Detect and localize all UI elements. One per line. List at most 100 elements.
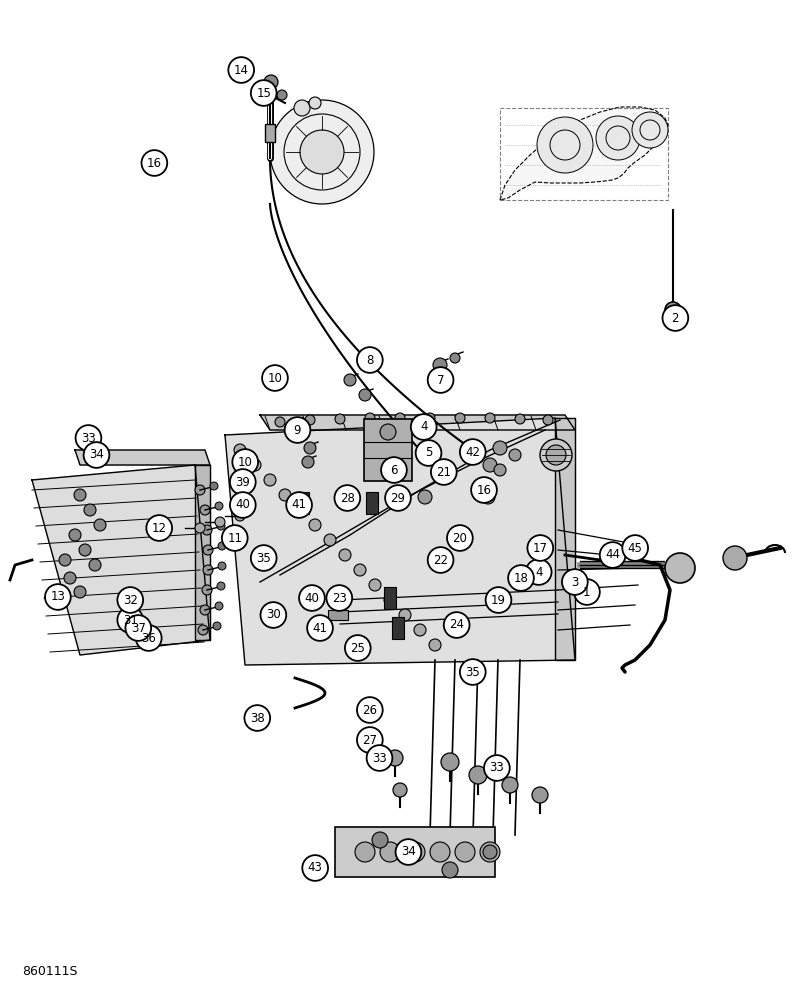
Circle shape xyxy=(213,622,221,630)
Circle shape xyxy=(631,112,667,148)
Circle shape xyxy=(260,602,286,628)
Circle shape xyxy=(302,855,328,881)
Circle shape xyxy=(202,565,213,575)
Circle shape xyxy=(125,615,151,641)
Circle shape xyxy=(622,535,647,561)
Circle shape xyxy=(527,535,552,561)
Circle shape xyxy=(483,845,496,859)
Bar xyxy=(335,827,495,877)
Circle shape xyxy=(200,505,210,515)
Circle shape xyxy=(442,862,458,878)
Text: 30: 30 xyxy=(266,608,280,621)
Circle shape xyxy=(234,511,245,521)
Circle shape xyxy=(222,525,247,551)
Circle shape xyxy=(662,305,687,331)
Circle shape xyxy=(415,440,441,466)
Circle shape xyxy=(418,490,431,504)
Circle shape xyxy=(483,755,509,781)
Circle shape xyxy=(214,602,222,610)
Circle shape xyxy=(664,553,694,583)
Circle shape xyxy=(380,842,400,862)
Circle shape xyxy=(446,525,472,551)
Circle shape xyxy=(277,90,287,100)
Bar xyxy=(296,492,308,514)
Circle shape xyxy=(136,625,161,651)
Circle shape xyxy=(202,525,212,535)
Circle shape xyxy=(228,57,254,83)
Circle shape xyxy=(365,413,374,423)
Circle shape xyxy=(540,439,571,471)
Circle shape xyxy=(234,444,246,456)
Text: 3: 3 xyxy=(570,576,578,588)
Circle shape xyxy=(353,564,365,576)
Circle shape xyxy=(344,374,356,386)
Text: 25: 25 xyxy=(350,642,365,654)
Circle shape xyxy=(299,585,324,611)
Text: 27: 27 xyxy=(362,734,377,746)
Circle shape xyxy=(441,753,459,771)
Text: 17: 17 xyxy=(532,542,547,554)
Circle shape xyxy=(468,766,487,784)
Circle shape xyxy=(443,612,469,638)
Text: 18: 18 xyxy=(513,572,528,584)
Circle shape xyxy=(270,100,373,204)
Text: 34: 34 xyxy=(401,845,415,858)
Text: 40: 40 xyxy=(304,591,319,604)
Circle shape xyxy=(308,519,320,531)
Circle shape xyxy=(300,130,344,174)
Circle shape xyxy=(218,562,226,570)
Circle shape xyxy=(308,97,320,109)
Circle shape xyxy=(294,100,310,116)
Text: 43: 43 xyxy=(308,861,322,874)
Circle shape xyxy=(302,456,314,468)
Text: 33: 33 xyxy=(372,752,386,764)
Circle shape xyxy=(195,485,205,495)
Circle shape xyxy=(454,842,475,862)
Circle shape xyxy=(515,414,524,424)
Circle shape xyxy=(263,75,278,89)
Circle shape xyxy=(307,615,332,641)
Text: 10: 10 xyxy=(267,371,282,384)
Circle shape xyxy=(573,579,599,605)
Bar xyxy=(365,492,377,514)
Text: 35: 35 xyxy=(256,552,271,564)
Text: 10: 10 xyxy=(238,456,252,468)
Bar xyxy=(392,617,403,639)
Text: 36: 36 xyxy=(141,632,156,645)
Text: 8: 8 xyxy=(365,354,373,366)
Circle shape xyxy=(493,464,505,476)
Bar xyxy=(328,610,348,620)
Text: 41: 41 xyxy=(312,621,327,635)
Text: 33: 33 xyxy=(489,761,503,774)
Circle shape xyxy=(324,534,336,546)
Text: 5: 5 xyxy=(424,446,432,460)
Circle shape xyxy=(471,477,496,503)
Circle shape xyxy=(664,302,680,318)
Circle shape xyxy=(429,639,441,651)
Circle shape xyxy=(284,417,310,443)
Circle shape xyxy=(722,546,746,570)
Text: 38: 38 xyxy=(250,712,264,724)
Circle shape xyxy=(279,489,291,501)
Bar xyxy=(364,419,411,481)
Circle shape xyxy=(200,605,210,615)
Circle shape xyxy=(218,542,226,550)
Circle shape xyxy=(427,367,453,393)
Circle shape xyxy=(304,442,316,454)
Circle shape xyxy=(385,485,410,511)
Text: 1: 1 xyxy=(582,585,590,598)
Circle shape xyxy=(414,624,426,636)
Circle shape xyxy=(117,607,143,633)
Circle shape xyxy=(214,502,222,510)
Circle shape xyxy=(251,545,276,571)
Circle shape xyxy=(263,474,275,486)
Circle shape xyxy=(64,572,76,584)
Text: 11: 11 xyxy=(227,532,242,544)
Circle shape xyxy=(244,705,270,731)
Circle shape xyxy=(304,415,315,425)
Circle shape xyxy=(359,389,370,401)
Circle shape xyxy=(561,569,587,595)
Circle shape xyxy=(74,586,86,598)
Text: 4: 4 xyxy=(419,420,427,434)
Circle shape xyxy=(202,545,213,555)
